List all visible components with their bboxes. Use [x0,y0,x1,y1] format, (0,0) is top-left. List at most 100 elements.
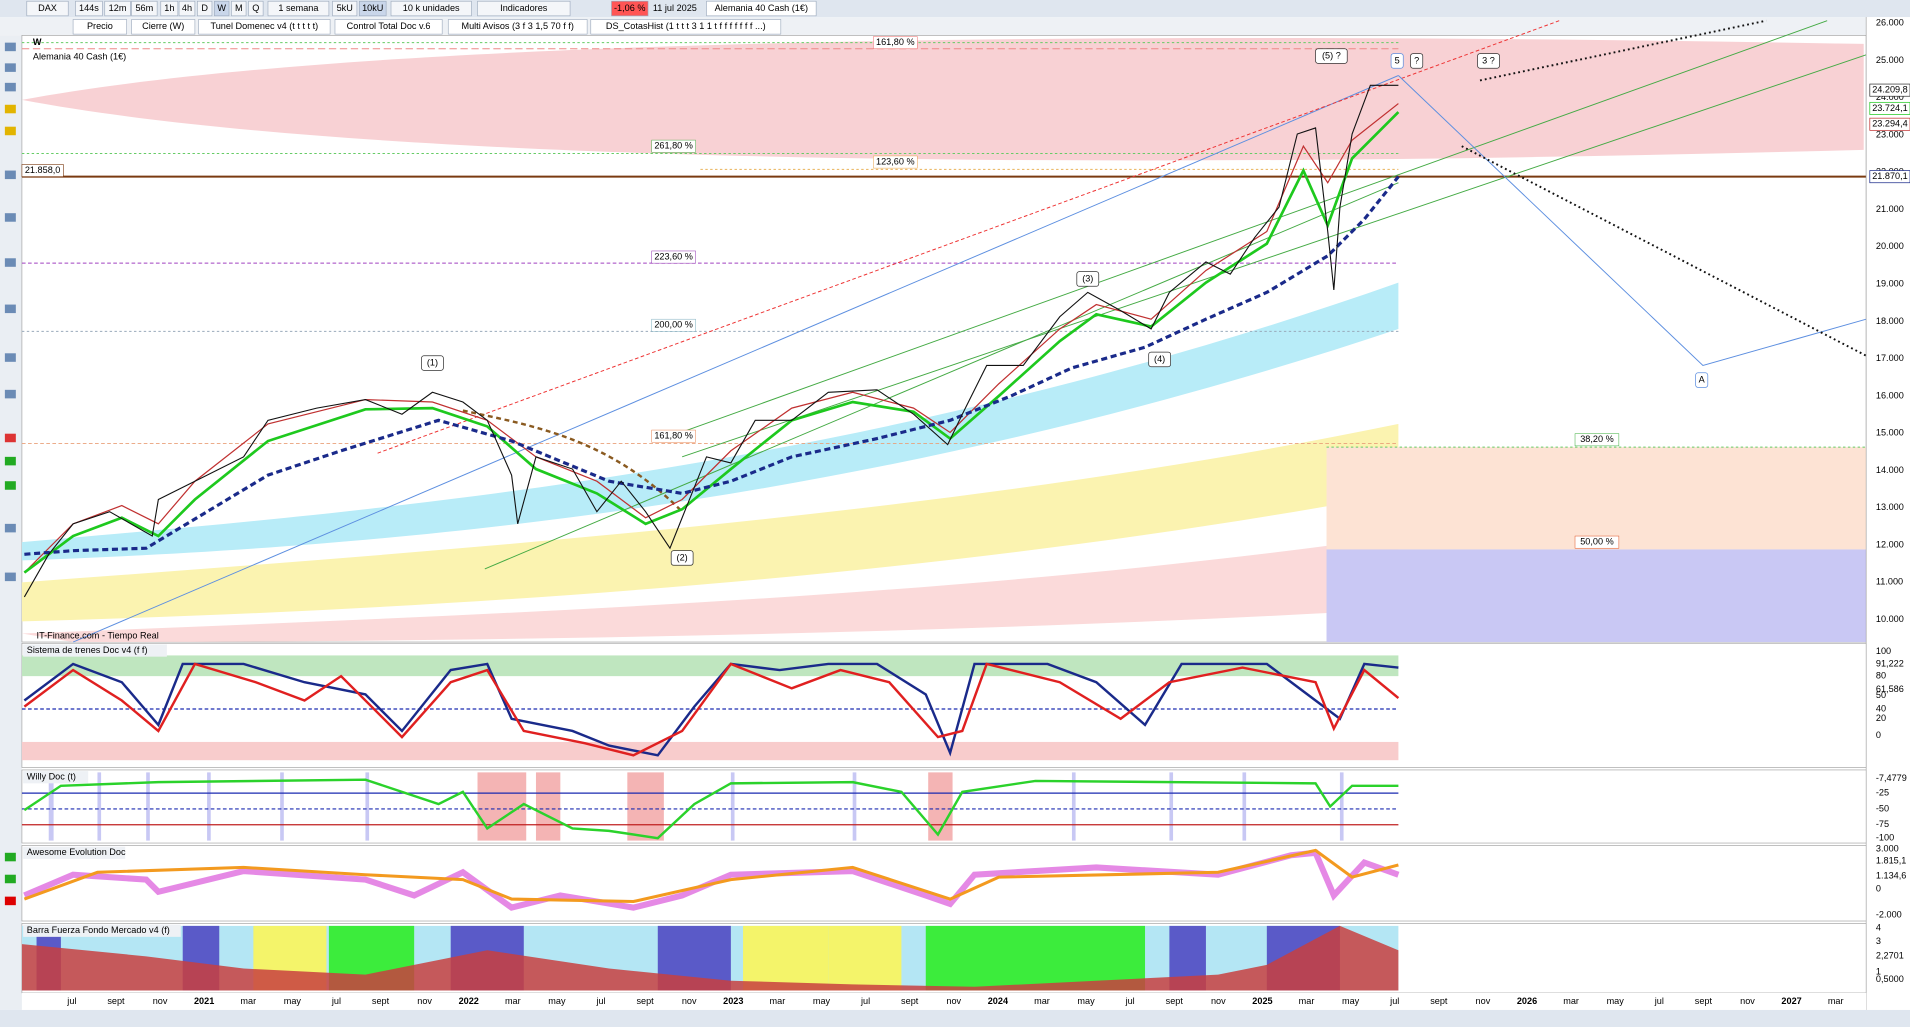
instrument-button-box[interactable] [706,0,817,17]
symbol-select-box[interactable] [26,0,69,17]
timeframe-button-box[interactable] [104,0,131,17]
date-axis-label: 2025 [1252,996,1272,1006]
price-marker-box [1869,170,1910,184]
quote-date: 11 jul 2025 [653,3,697,13]
unit-button-box[interactable] [359,0,387,17]
timeframe-button-box[interactable] [131,0,158,17]
fib-label: 223,60 % [654,251,693,261]
change-badge[interactable]: -1,06 % [614,3,645,13]
legend-item[interactable]: Tunel Domenec v4 (t t t t t) [210,21,318,31]
panels [21,642,1867,994]
panel-axis-label: 20 [1876,713,1886,723]
fib-label-box [1574,433,1620,447]
timeframe-button[interactable]: Q [252,3,259,13]
timeframe-button-box[interactable] [197,0,213,17]
zone-38 [1326,447,1867,550]
panel-title-box [23,924,181,937]
timeframe-button[interactable]: 56m [135,3,153,13]
symbol-select[interactable]: DAX [38,3,57,13]
unit-button[interactable]: 10kU [362,3,383,13]
timeframe-button[interactable]: 144s [79,3,99,13]
date-axis-label: 2021 [194,996,214,1006]
date-axis-label: sept [1430,996,1448,1006]
panel-axis-label: -50 [1876,803,1889,813]
price-marker-box [1869,83,1910,97]
wave-label: (1) [427,357,438,367]
date-axis-label: nov [1211,996,1226,1006]
legend-item[interactable]: Precio [87,21,113,31]
fib-label-box [873,36,918,49]
timeframe-button-box[interactable] [75,0,103,17]
tool-icons [4,42,16,906]
timeframe-button[interactable]: 1h [164,3,174,13]
date-axis-label: jul [66,996,76,1006]
wave-label-box [1390,53,1404,69]
date-axis-label: nov [417,996,432,1006]
legend-item-box[interactable] [72,19,127,35]
date-axis-label: nov [682,996,697,1006]
date-axis-label: may [1077,996,1095,1006]
legend-item-box[interactable] [590,19,782,35]
navy-ma [24,175,1400,556]
timeframe-button[interactable]: W [217,3,226,13]
price-axis-label: 21.000 [1876,204,1904,214]
panel-axis-label: 0 [1876,884,1881,894]
wave-label-box [421,355,444,371]
legend-item[interactable]: Control Total Doc v.6 [347,21,431,31]
panel-title-box [23,644,167,657]
instrument-button[interactable]: Alemania 40 Cash (1€) [715,3,808,13]
wave-label-box [1695,372,1709,388]
timeframe-button-box[interactable] [214,0,230,17]
legend-item-box[interactable] [447,19,588,35]
panel-axis-label: 40 [1876,703,1886,713]
panel-axis-label: 4 [1876,923,1881,933]
units-select-box[interactable] [390,0,472,17]
timeframe-button[interactable]: 4h [182,3,192,13]
date-axis-label: jul [860,996,870,1006]
timeframe-button-box[interactable] [160,0,179,17]
date-axis-label: sept [1166,996,1184,1006]
legend-item[interactable]: Multi Avisos (3 f 3 1,5 70 f f) [461,21,573,31]
pink-band [21,536,1399,643]
panel-title-box [23,846,126,859]
wave-label: (2) [677,552,688,562]
wave-label: (4) [1154,354,1165,364]
panel-axis-label: 1.134,6 [1876,870,1906,880]
indicators-button-box[interactable] [477,0,571,17]
price-marker: 23.294,4 [1872,119,1908,129]
panel-axis-label: -75 [1876,819,1889,829]
level-label-box [21,164,64,177]
price-axis-label: 17.000 [1876,353,1904,363]
legend-item[interactable]: Cierre (W) [142,21,184,31]
price-axis-label: 11.000 [1876,577,1903,587]
wave-label: (5) ? [1322,50,1341,60]
panel-title-box [23,771,89,784]
unit-button[interactable]: 5kU [337,3,353,13]
timeframe-button-box[interactable] [248,0,264,17]
change-badge-box[interactable] [611,0,649,17]
timeframe-button[interactable]: D [201,3,208,13]
panel-axis-label: 0 [1876,730,1881,740]
timeframe-button[interactable]: 12m [109,3,127,13]
legend-item-box[interactable] [198,19,331,35]
price-axis-label: 13.000 [1876,502,1904,512]
wave-label: ? [1414,55,1419,65]
timeframe-button-box[interactable] [178,0,196,17]
timeframe-button-box[interactable] [231,0,247,17]
date-axis-label: nov [1476,996,1491,1006]
unit-button-box[interactable] [332,0,358,17]
timeframe-button[interactable]: M [235,3,243,13]
period-select[interactable]: 1 semana [278,3,319,13]
indicators-button[interactable]: Indicadores [500,3,548,13]
date-axis-label: jul [1389,996,1399,1006]
wave-label: (3) [1082,273,1093,283]
fib-label: 38,20 % [1580,434,1613,444]
date-axis-label: may [813,996,831,1006]
trend-lines [72,19,1867,643]
legend-item[interactable]: DS_CotasHist (1 t t t 3 1 1 t f f f f f … [606,21,766,31]
legend-item-box[interactable] [334,19,443,35]
units-select[interactable]: 10 k unidades [403,3,460,13]
period-select-box[interactable] [267,0,330,17]
legend-item-box[interactable] [131,19,196,35]
panel-axis-label: 1 [1876,967,1881,977]
